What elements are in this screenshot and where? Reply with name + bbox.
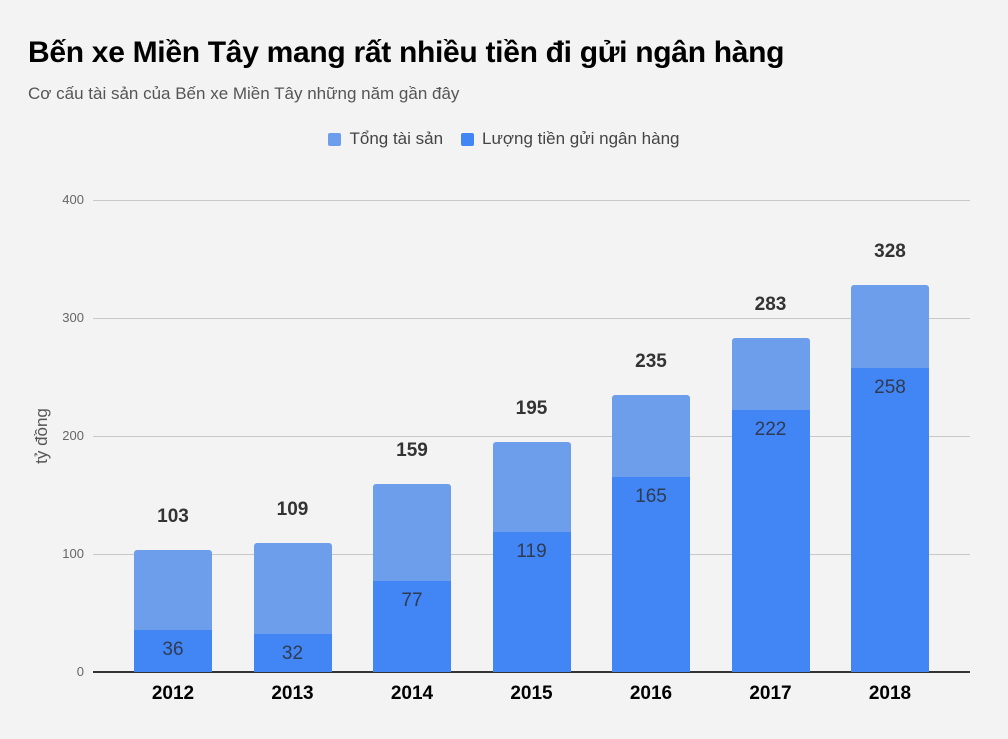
- legend-item-deposit: Lượng tiền gửi ngân hàng: [461, 129, 680, 149]
- x-tick-label: 2015: [510, 683, 553, 704]
- bar-deposit-2015: [492, 531, 571, 672]
- legend-item-total: Tổng tài sản: [328, 129, 443, 149]
- bar-deposit-2014: [373, 581, 451, 672]
- bar-deposit-2013: [253, 634, 332, 672]
- legend-label-total: Tổng tài sản: [349, 129, 444, 148]
- y-tick-label: 300: [62, 310, 84, 325]
- y-tick-label: 0: [76, 664, 84, 679]
- gridline: [93, 318, 970, 319]
- bar-deposit-2016: [612, 477, 690, 672]
- legend: Tổng tài sản Lượng tiền gửi ngân hàng: [0, 129, 1008, 149]
- legend-swatch-total: [328, 132, 342, 146]
- total-value-label: 195: [515, 397, 548, 419]
- bar-2016: [612, 394, 690, 672]
- total-value-label: 109: [276, 499, 309, 521]
- bar-deposit-2017: [731, 410, 810, 672]
- bar-deposit-2018: [851, 367, 929, 672]
- bar-2012: [134, 550, 212, 672]
- x-tick-label: 2017: [749, 683, 792, 704]
- deposit-value-label: 258: [874, 376, 906, 398]
- bar-2017: [731, 338, 810, 672]
- deposit-value-label: 77: [401, 590, 423, 612]
- legend-label-deposit: Lượng tiền gửi ngân hàng: [482, 129, 680, 148]
- x-tick-label: 2013: [271, 683, 314, 704]
- bar-2018: [851, 284, 929, 672]
- bar-deposit-2012: [134, 629, 212, 672]
- total-value-label: 235: [635, 350, 667, 372]
- x-tick-label: 2016: [629, 683, 673, 704]
- bar-2014: [373, 484, 451, 672]
- bar-2013: [253, 543, 332, 672]
- bar-2015: [492, 441, 571, 672]
- chart-title: Bến xe Miền Tây mang rất nhiều tiền đi g…: [28, 36, 785, 69]
- x-axis-line: [93, 671, 970, 673]
- y-tick-label: 400: [62, 192, 84, 207]
- x-tick-label: 2012: [151, 683, 195, 704]
- gridline: [93, 436, 970, 437]
- total-value-label: 283: [754, 294, 787, 316]
- total-value-label: 159: [396, 440, 428, 462]
- gridline: [93, 200, 970, 201]
- x-tick-label: 2014: [390, 683, 434, 704]
- chart-subtitle: Cơ cấu tài sản của Bến xe Miền Tây những…: [28, 84, 460, 103]
- x-tick-label: 2018: [868, 683, 912, 704]
- total-value-label: 328: [874, 240, 906, 262]
- y-tick-label: 200: [62, 428, 84, 443]
- deposit-value-label: 32: [281, 643, 304, 665]
- deposit-value-label: 119: [516, 540, 547, 562]
- deposit-value-label: 222: [754, 419, 787, 441]
- deposit-value-label: 165: [635, 486, 667, 508]
- deposit-value-label: 36: [162, 638, 184, 660]
- legend-swatch-deposit: [461, 132, 475, 146]
- y-tick-label: 100: [62, 546, 84, 561]
- total-value-label: 103: [157, 506, 189, 528]
